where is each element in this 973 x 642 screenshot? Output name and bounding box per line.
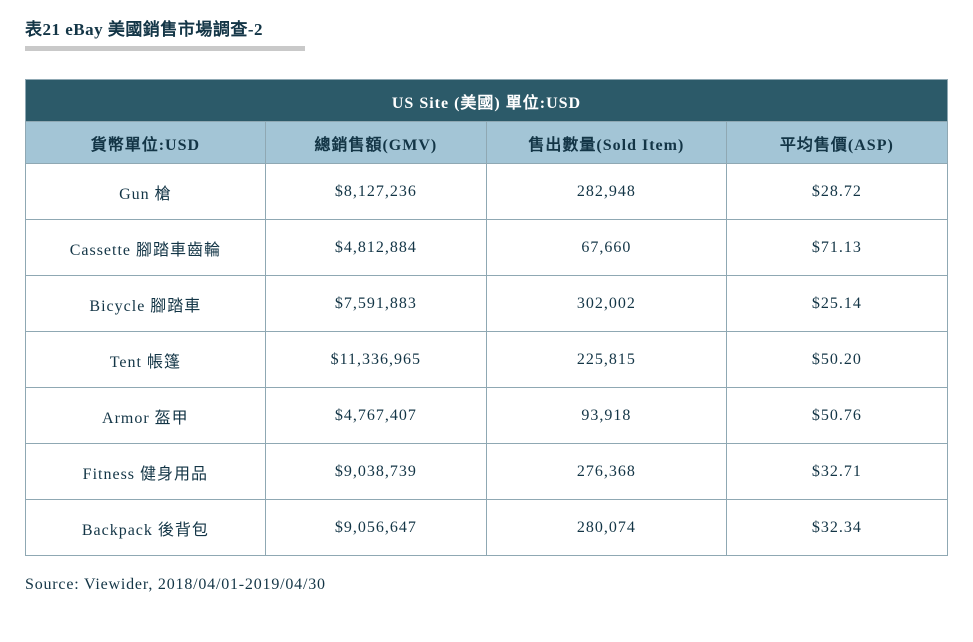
cell: 225,815 [486, 332, 726, 388]
cell: $11,336,965 [265, 332, 486, 388]
cell: $50.20 [726, 332, 947, 388]
cell: $4,767,407 [265, 388, 486, 444]
col-header-0: 貨幣單位:USD [26, 122, 266, 164]
cell: $9,038,739 [265, 444, 486, 500]
cell: $50.76 [726, 388, 947, 444]
cell: $28.72 [726, 164, 947, 220]
cell: Cassette 腳踏車齒輪 [26, 220, 266, 276]
source-note: Source: Viewider, 2018/04/01-2019/04/30 [25, 576, 948, 594]
cell: Bicycle 腳踏車 [26, 276, 266, 332]
sales-table: US Site (美國) 單位:USD 貨幣單位:USD 總銷售額(GMV) 售… [25, 79, 948, 556]
cell: $4,812,884 [265, 220, 486, 276]
cell: $71.13 [726, 220, 947, 276]
col-header-2: 售出數量(Sold Item) [486, 122, 726, 164]
cell: $25.14 [726, 276, 947, 332]
table-row: Fitness 健身用品$9,038,739276,368$32.71 [26, 444, 948, 500]
cell: $7,591,883 [265, 276, 486, 332]
cell: $8,127,236 [265, 164, 486, 220]
cell: 302,002 [486, 276, 726, 332]
table-row: Gun 槍$8,127,236282,948$28.72 [26, 164, 948, 220]
main-header: US Site (美國) 單位:USD [26, 80, 948, 122]
cell: Backpack 後背包 [26, 500, 266, 556]
cell: 67,660 [486, 220, 726, 276]
table-body: Gun 槍$8,127,236282,948$28.72 Cassette 腳踏… [26, 164, 948, 556]
caption-underline [25, 46, 305, 51]
table-row: Backpack 後背包$9,056,647280,074$32.34 [26, 500, 948, 556]
cell: Fitness 健身用品 [26, 444, 266, 500]
cell: 282,948 [486, 164, 726, 220]
table-row: Bicycle 腳踏車$7,591,883302,002$25.14 [26, 276, 948, 332]
cell: Tent 帳篷 [26, 332, 266, 388]
col-header-1: 總銷售額(GMV) [265, 122, 486, 164]
col-header-3: 平均售價(ASP) [726, 122, 947, 164]
cell: 276,368 [486, 444, 726, 500]
table-row: Tent 帳篷$11,336,965225,815$50.20 [26, 332, 948, 388]
cell: $9,056,647 [265, 500, 486, 556]
table-row: Cassette 腳踏車齒輪$4,812,88467,660$71.13 [26, 220, 948, 276]
cell: 93,918 [486, 388, 726, 444]
cell: Armor 盔甲 [26, 388, 266, 444]
cell: 280,074 [486, 500, 726, 556]
cell: $32.71 [726, 444, 947, 500]
cell: Gun 槍 [26, 164, 266, 220]
cell: $32.34 [726, 500, 947, 556]
table-caption: 表21 eBay 美國銷售市場調查-2 [25, 20, 263, 39]
table-row: Armor 盔甲$4,767,40793,918$50.76 [26, 388, 948, 444]
